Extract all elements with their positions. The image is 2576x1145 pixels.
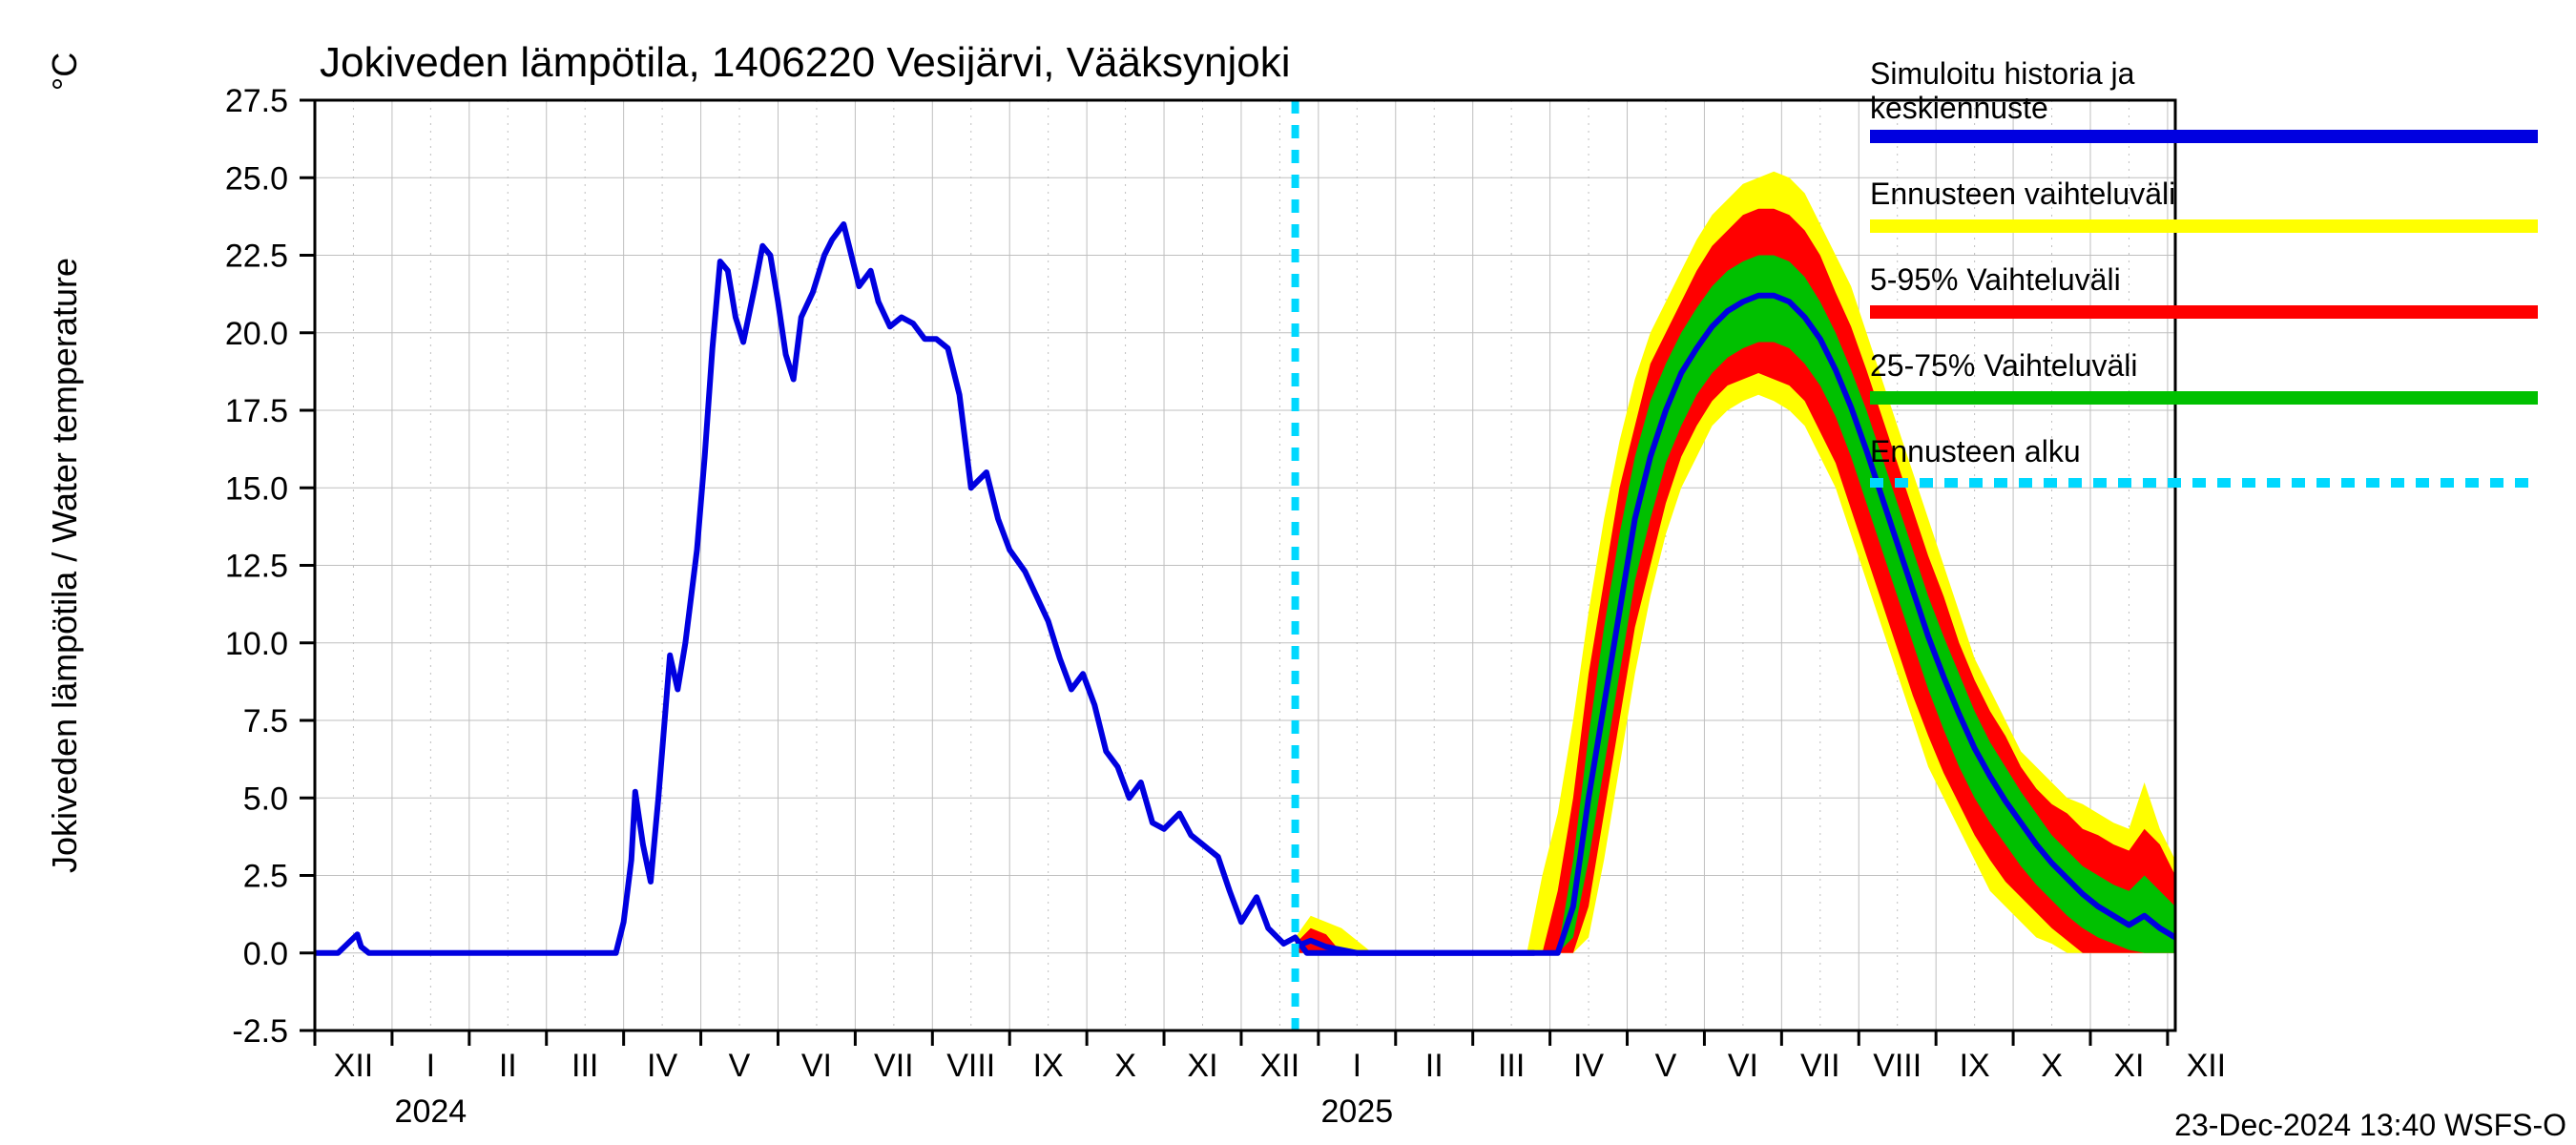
x-month-label: VI	[801, 1048, 832, 1084]
y-tick-label: 7.5	[243, 703, 288, 739]
x-month-label: VII	[1800, 1048, 1840, 1084]
y-tick-label: 15.0	[225, 470, 288, 507]
x-month-label: X	[1114, 1048, 1136, 1084]
x-month-label: XII	[1260, 1048, 1300, 1084]
chart-svg: -2.5 0.0 2.5 5.0 7.5 10.0 12.5 15.0 17.5 20.0 22.5…	[0, 0, 2576, 1145]
y-tick-label: 5.0	[243, 781, 288, 817]
y-tick-label: 20.0	[225, 316, 288, 352]
x-month-label: X	[2041, 1048, 2063, 1084]
x-month-label: III	[571, 1048, 598, 1084]
y-tick-label: 2.5	[243, 859, 288, 895]
x-month-label: IV	[647, 1048, 677, 1084]
x-month-label: VII	[874, 1048, 914, 1084]
y-axis-label: Jokiveden lämpötila / Water temperature	[45, 258, 84, 873]
x-month-label: IX	[1960, 1048, 1990, 1084]
x-month-label: II	[1425, 1048, 1444, 1084]
x-month-label: XI	[1187, 1048, 1217, 1084]
chart-container: -2.5 0.0 2.5 5.0 7.5 10.0 12.5 15.0 17.5 20.0 22.5…	[0, 0, 2576, 1145]
legend-label: Ennusteen vaihteluväli	[1870, 177, 2175, 211]
y-tick-label: 27.5	[225, 83, 288, 119]
x-month-label: VI	[1728, 1048, 1758, 1084]
year-label-2025: 2025	[1321, 1093, 1394, 1130]
svg-text:Jokiveden lämpötila / Water te: Jokiveden lämpötila / Water temperature	[45, 258, 84, 873]
x-month-label: VIII	[1873, 1048, 1922, 1084]
x-month-label: IV	[1573, 1048, 1604, 1084]
x-month-label: I	[426, 1048, 435, 1084]
legend-label: 5-95% Vaihteluväli	[1870, 262, 2121, 297]
legend-label: Ennusteen alku	[1870, 434, 2081, 468]
y-tick-label: 22.5	[225, 239, 288, 275]
y-tick-label: 25.0	[225, 160, 288, 197]
x-month-label: VIII	[946, 1048, 995, 1084]
y-tick-label: 0.0	[243, 936, 288, 972]
x-month-label: V	[729, 1048, 751, 1084]
footer-timestamp: 23-Dec-2024 13:40 WSFS-O	[2174, 1108, 2566, 1142]
x-month-label: I	[1353, 1048, 1361, 1084]
x-month-label: III	[1498, 1048, 1525, 1084]
x-month-label: XII	[2187, 1048, 2227, 1084]
x-month-label: II	[499, 1048, 517, 1084]
y-tick-label: -2.5	[232, 1013, 288, 1050]
x-month-label: XI	[2113, 1048, 2144, 1084]
x-month-label: V	[1655, 1048, 1677, 1084]
y-axis-unit: °C	[45, 52, 84, 91]
x-month-label: IX	[1033, 1048, 1064, 1084]
y-tick-label: 17.5	[225, 393, 288, 429]
year-label-2024: 2024	[395, 1093, 467, 1130]
chart-title: Jokiveden lämpötila, 1406220 Vesijärvi, …	[320, 39, 1290, 86]
y-tick-label: 12.5	[225, 549, 288, 585]
y-tick-label: 10.0	[225, 626, 288, 662]
legend-label: 25-75% Vaihteluväli	[1870, 348, 2137, 383]
x-month-label: XII	[334, 1048, 374, 1084]
